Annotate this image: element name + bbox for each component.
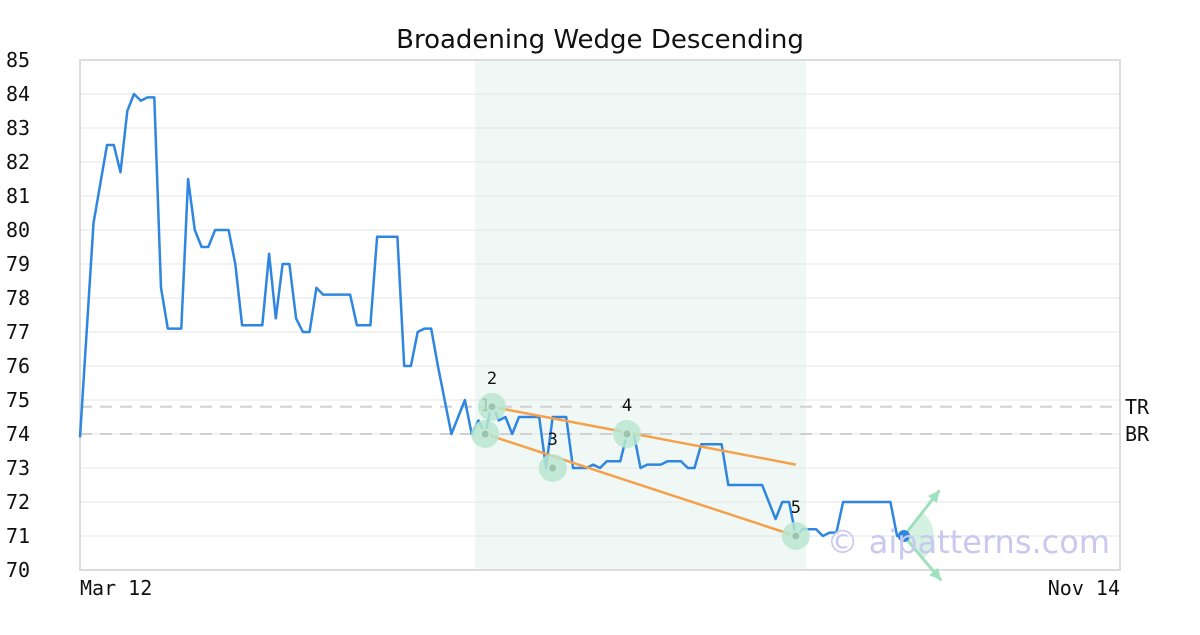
chart-title: Broadening Wedge Descending bbox=[396, 25, 804, 55]
reference-line-label: BR bbox=[1125, 422, 1150, 446]
pattern-point-label: 2 bbox=[487, 369, 497, 389]
projection-arrowhead-down bbox=[929, 567, 942, 581]
price-line-group bbox=[78, 92, 904, 538]
current-point-group bbox=[897, 489, 943, 582]
y-tick-label: 71 bbox=[6, 524, 30, 548]
y-tick-label: 76 bbox=[6, 354, 30, 378]
y-tick-label: 73 bbox=[6, 456, 30, 480]
x-tick-label: Mar 12 bbox=[80, 576, 152, 600]
y-tick-label: 81 bbox=[6, 184, 30, 208]
highlight-region bbox=[475, 60, 806, 570]
pattern-point-label: 4 bbox=[622, 396, 632, 416]
x-tick-label: Nov 14 bbox=[1048, 576, 1120, 600]
x-tick-labels: Mar 12 Nov 14 bbox=[80, 576, 1120, 600]
y-tick-label: 75 bbox=[6, 388, 30, 412]
pattern-point-label: 5 bbox=[791, 498, 801, 518]
y-tick-label: 72 bbox=[6, 490, 30, 514]
price-series-line bbox=[78, 92, 904, 538]
y-tick-label: 84 bbox=[6, 82, 30, 106]
trend-line bbox=[491, 405, 797, 466]
pattern-point-halo bbox=[781, 522, 810, 550]
y-tick-label: 80 bbox=[6, 218, 30, 242]
highlight-region-group bbox=[475, 60, 806, 570]
y-tick-label: 83 bbox=[6, 116, 30, 140]
pattern-point-label: 3 bbox=[548, 430, 558, 450]
y-tick-label: 85 bbox=[6, 48, 30, 72]
plot-frame bbox=[79, 59, 1121, 571]
projection-arrowhead-up bbox=[927, 490, 940, 504]
y-tick-labels: 70 71 72 73 74 75 76 77 78 79 80 81 82 83 84 85 bbox=[6, 48, 30, 582]
y-tick-label: 78 bbox=[6, 286, 30, 310]
y-tick-label: 82 bbox=[6, 150, 30, 174]
trend-line bbox=[484, 432, 797, 538]
pattern-point-halo bbox=[477, 392, 506, 421]
watermark: © aipatterns.com bbox=[827, 523, 1110, 561]
y-tick-label: 77 bbox=[6, 320, 30, 344]
projection-fan bbox=[903, 512, 934, 559]
pattern-point-halo bbox=[538, 454, 567, 482]
current-price-point bbox=[897, 530, 910, 542]
pattern-points-group bbox=[471, 392, 810, 550]
y-tick-label: 74 bbox=[6, 422, 30, 446]
grid-group bbox=[80, 93, 1120, 537]
reference-line-label: TR bbox=[1125, 395, 1150, 419]
y-tick-label: 79 bbox=[6, 252, 30, 276]
pattern-point-halo bbox=[471, 420, 500, 448]
pattern-point-halo bbox=[613, 420, 642, 448]
reference-lines-group: TR BR bbox=[80, 395, 1150, 446]
y-tick-label: 70 bbox=[6, 558, 30, 582]
